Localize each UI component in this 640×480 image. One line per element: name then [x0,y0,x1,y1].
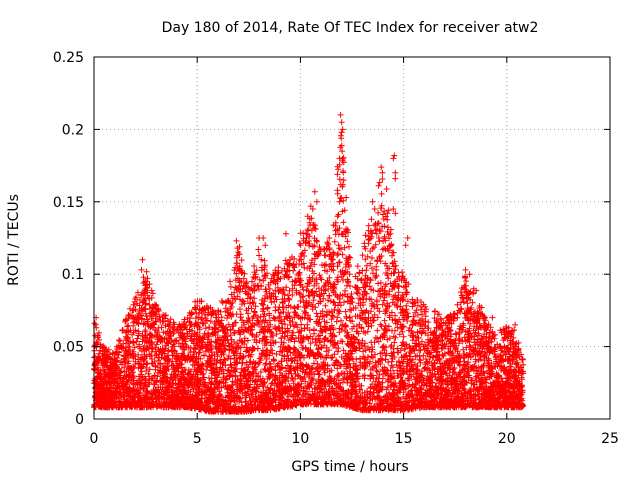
y-axis-label: ROTI / TECUs [6,194,22,286]
x-axis-ticks: 0 5 10 15 20 25 [90,57,619,447]
x-tick-label: 15 [395,431,413,447]
data-points [91,111,527,415]
y-tick-label: 0.05 [53,340,84,356]
x-tick-label: 5 [193,431,202,447]
x-tick-label: 20 [498,431,516,447]
y-axis-ticks: 0 0.05 0.1 0.15 0.2 0.25 [53,50,610,428]
plot-frame [93,56,611,420]
grid [94,57,610,419]
x-tick-label: 10 [291,431,309,447]
x-tick-label: 25 [601,431,619,447]
y-tick-label: 0.2 [62,122,84,138]
chart-title: Day 180 of 2014, Rate Of TEC Index for r… [162,20,539,36]
x-axis-label: GPS time / hours [291,459,408,475]
x-tick-label: 0 [90,431,99,447]
y-tick-label: 0.15 [53,195,84,211]
y-tick-label: 0.25 [53,50,84,66]
point-markers [91,111,527,415]
y-tick-label: 0 [75,412,84,428]
y-tick-label: 0.1 [62,267,84,283]
